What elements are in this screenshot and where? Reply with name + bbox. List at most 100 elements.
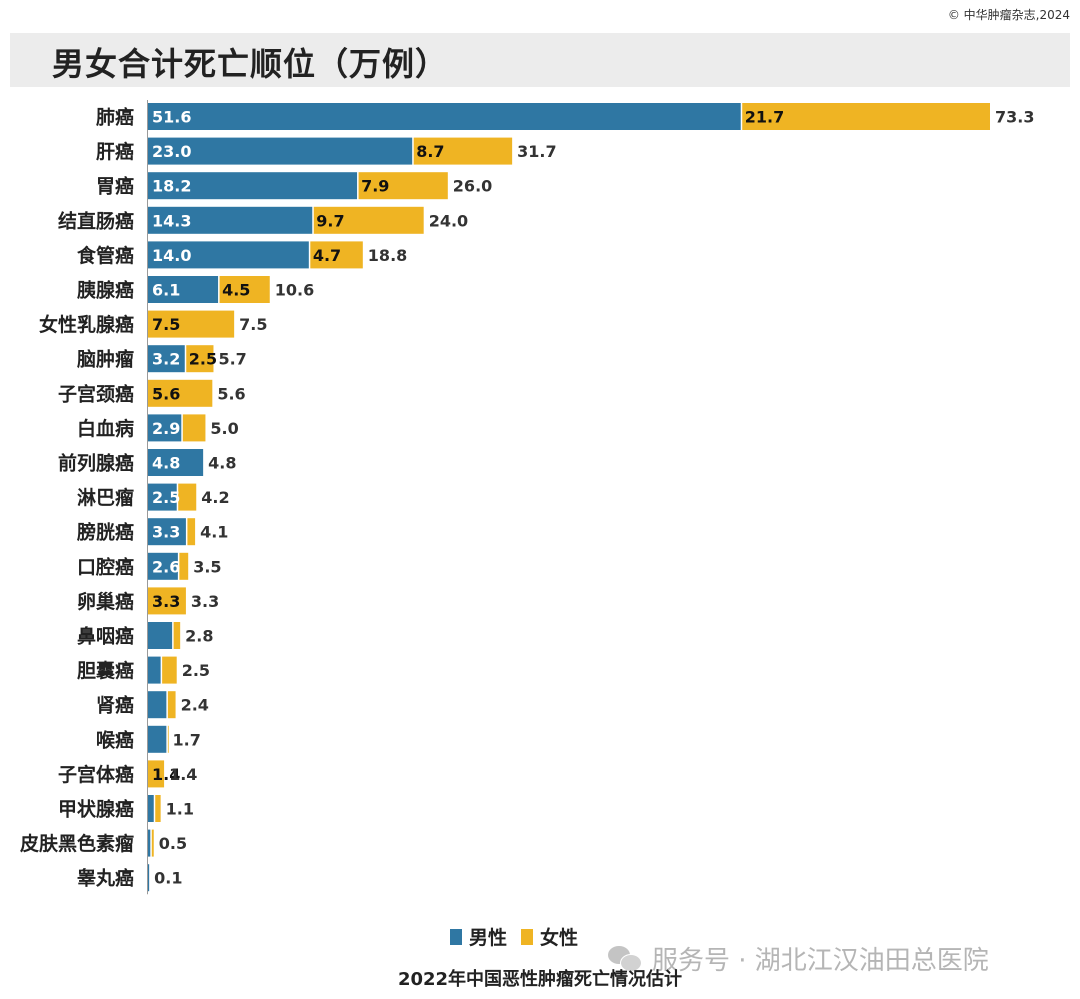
bar-female [167, 691, 176, 719]
data-label-female: 3.3 [152, 592, 180, 611]
legend-swatch-female [521, 928, 534, 945]
data-label-male: 6.1 [152, 281, 180, 300]
legend-label-female: 女性 [540, 927, 579, 949]
category-label: 喉癌 [96, 728, 134, 751]
data-label-total: 2.4 [181, 696, 209, 715]
data-label-male: 23.0 [152, 142, 191, 161]
data-label-female: 4.7 [313, 246, 341, 265]
category-label: 睾丸癌 [77, 867, 134, 890]
data-label-female: 21.7 [745, 108, 784, 127]
data-label-female: 1.4 [152, 765, 180, 784]
data-label-total: 24.0 [429, 211, 468, 230]
category-label: 食管癌 [77, 244, 134, 267]
bar-female [358, 172, 448, 200]
data-label-total: 18.8 [368, 246, 407, 265]
data-label-total: 3.3 [191, 592, 219, 611]
data-label-total: 1.4 [169, 765, 197, 784]
bar-male [148, 656, 161, 684]
bar-male [148, 449, 204, 476]
category-label: 胰腺癌 [76, 279, 134, 302]
category-label: 胆囊癌 [77, 659, 134, 682]
data-label-male: 14.3 [152, 211, 191, 230]
bar-male [148, 691, 167, 719]
bar-male [148, 345, 185, 373]
category-label: 膀胱癌 [76, 521, 134, 544]
bar-male [148, 725, 167, 753]
data-label-male: 2.6 [152, 557, 180, 576]
bar-female [182, 414, 206, 442]
bar-female [313, 206, 424, 234]
category-label: 甲状腺癌 [58, 798, 134, 821]
bar-male [148, 552, 178, 580]
data-label-male: 51.6 [152, 108, 191, 127]
data-label-total: 4.8 [208, 454, 236, 473]
data-label-male: 3.3 [152, 523, 180, 542]
bar-female [173, 622, 181, 649]
category-label: 皮肤黑色素瘤 [20, 832, 134, 855]
data-label-male: 2.9 [152, 419, 180, 438]
bar-male [148, 795, 154, 822]
data-label-male: 4.8 [152, 454, 180, 473]
bar-female [413, 137, 513, 165]
legend-item-male: 男性 [450, 923, 507, 950]
bar-female [162, 656, 177, 684]
bar-male [148, 137, 413, 165]
category-label: 卵巢癌 [77, 590, 134, 613]
bar-male [148, 483, 177, 511]
category-label: 肝癌 [96, 140, 134, 163]
data-label-total: 5.6 [217, 384, 245, 403]
bar-female [179, 552, 189, 580]
bar-female [148, 379, 213, 407]
data-label-total: 4.2 [201, 488, 229, 507]
title-band: 男女合计死亡顺位（万例） [10, 33, 1070, 87]
bar-female [148, 310, 235, 338]
watermark-text: 服务号 · 湖北江汉油田总医院 [652, 946, 989, 976]
bar-male [148, 414, 182, 442]
category-label: 女性乳腺癌 [39, 313, 134, 336]
bar-female [151, 829, 154, 857]
wechat-icon [608, 945, 642, 972]
bar-male [148, 206, 313, 234]
data-label-total: 1.7 [173, 730, 201, 749]
bar-female [310, 241, 363, 269]
bar-male [148, 864, 150, 892]
data-label-total: 10.6 [275, 281, 314, 300]
data-label-male: 3.2 [152, 350, 180, 369]
data-label-female: 7.9 [361, 177, 389, 196]
data-label-total: 26.0 [453, 177, 492, 196]
category-label: 子宫体癌 [58, 763, 134, 786]
data-label-female: 7.5 [152, 315, 180, 334]
category-label: 口腔癌 [77, 555, 134, 578]
category-label: 白血病 [77, 417, 134, 440]
data-label-total: 5.7 [218, 350, 246, 369]
data-label-total: 5.0 [210, 419, 238, 438]
chart-title: 男女合计死亡顺位（万例） [52, 45, 449, 83]
bar-male [148, 172, 358, 200]
category-label: 肺癌 [96, 106, 134, 129]
bar-female [178, 483, 197, 511]
category-label: 淋巴瘤 [77, 486, 134, 509]
bar-female [155, 795, 161, 822]
category-label: 胃癌 [96, 175, 134, 198]
legend-swatch-male [450, 928, 462, 945]
bar-female [186, 345, 214, 373]
data-label-female: 4.5 [222, 281, 250, 300]
source-caption: 2022年中国恶性肿瘤死亡情况估计 [397, 969, 683, 990]
bar-male [148, 103, 741, 130]
bar-female [148, 587, 186, 615]
bar-female [148, 760, 165, 788]
data-label-total: 7.5 [239, 315, 267, 334]
bar-male [148, 622, 173, 649]
data-label-female: 2.5 [189, 350, 217, 369]
category-label: 肾癌 [96, 694, 134, 717]
data-label-male: 18.2 [152, 177, 191, 196]
category-label: 子宫颈癌 [58, 382, 134, 405]
data-label-total: 2.5 [182, 661, 210, 680]
category-label: 脑肿瘤 [76, 348, 134, 371]
bar-male [148, 518, 186, 546]
data-label-total: 3.5 [193, 557, 221, 576]
data-label-total: 2.8 [185, 627, 213, 646]
category-label: 前列腺癌 [58, 452, 134, 475]
bar-male [148, 276, 219, 303]
